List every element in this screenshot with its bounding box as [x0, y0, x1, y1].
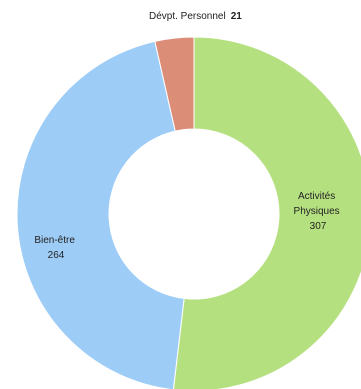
donut-slices [16, 36, 361, 389]
data-label-devpt-personnel: Dévpt. Personnel 21 [149, 11, 242, 22]
slice-activites-physiques [172, 36, 361, 389]
data-label-bien-etre: Bien-être 264 [34, 235, 77, 261]
data-label-activites-physiques: Activités Physiques 307 [294, 191, 343, 232]
slice-bien-etre [16, 40, 185, 389]
slice-devpt-personnel [154, 36, 195, 132]
